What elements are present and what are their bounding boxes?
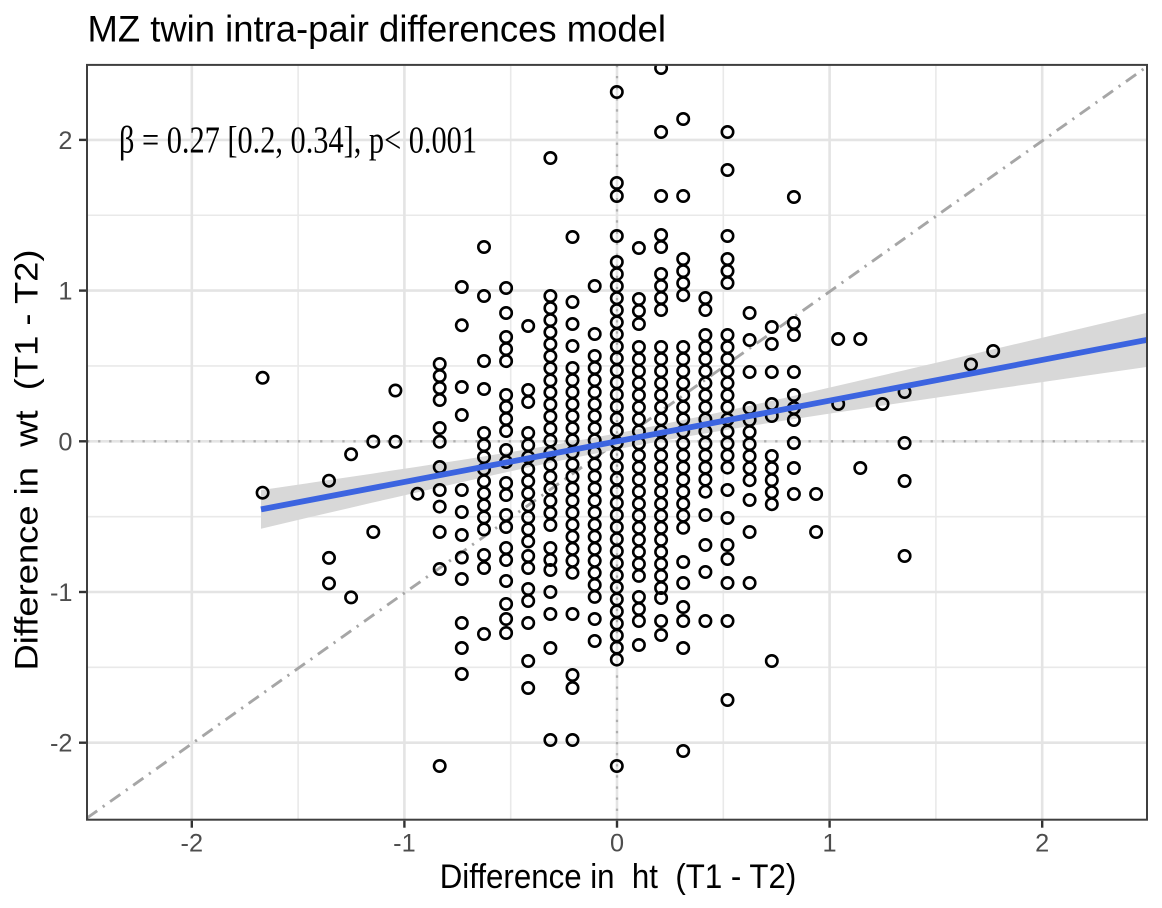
svg-text:-2: -2	[50, 730, 73, 758]
svg-text:-1: -1	[50, 579, 73, 607]
svg-text:2: 2	[58, 127, 72, 155]
svg-text:2: 2	[1035, 830, 1049, 858]
svg-text:-2: -2	[181, 830, 204, 858]
svg-text:β = 0.27 [0.2, 0.34], p< 0.001: β = 0.27 [0.2, 0.34], p< 0.001	[119, 120, 477, 162]
svg-text:Difference in ht (T1 - T2): Difference in ht (T1 - T2)	[440, 858, 797, 896]
svg-text:-1: -1	[393, 830, 416, 858]
svg-text:1: 1	[823, 830, 837, 858]
svg-text:0: 0	[610, 830, 624, 858]
svg-text:1: 1	[58, 278, 72, 306]
svg-text:MZ twin intra-pair differences: MZ twin intra-pair differences model	[88, 7, 667, 49]
svg-text:0: 0	[58, 428, 72, 456]
svg-text:Difference in wt (T1 - T2): Difference in wt (T1 - T2)	[9, 249, 45, 670]
